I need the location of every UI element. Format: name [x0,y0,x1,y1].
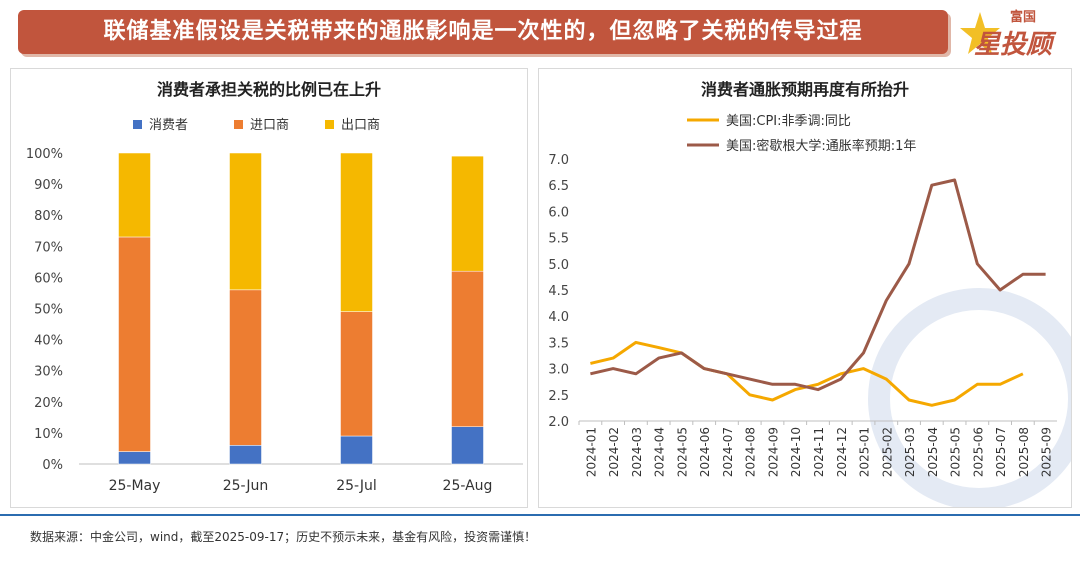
y-tick-label: 3.0 [548,363,569,378]
logo-top-text: 富国 [1010,10,1037,25]
bar-segment [229,289,262,446]
title-banner: 联储基准假设是关税带来的通胀影响是一次性的，但忽略了关税的传导过程 [18,10,948,54]
bar-segment [451,426,484,465]
y-tick-label: 4.0 [548,310,569,325]
line-chart: 消费者通胀预期再度有所抬升美国:CPI:非季调:同比美国:密歇根大学:通胀率预期… [548,80,1080,510]
logo-main-text: 星投顾 [974,30,1053,60]
x-tick-label: 2025-04 [926,427,940,477]
y-tick-label: 20% [34,396,63,411]
x-tick-label: 25-May [109,478,161,494]
y-tick-label: 6.0 [548,205,569,220]
y-tick-label: 3.5 [548,336,569,351]
y-tick-label: 5.5 [548,232,569,247]
legend-swatch [325,120,334,129]
line-chart-title: 消费者通胀预期再度有所抬升 [701,80,909,99]
bar-segment [118,152,151,238]
x-tick-label: 2025-03 [903,427,917,477]
y-tick-label: 60% [34,271,63,286]
bar-segment [340,152,373,312]
bar-segment [340,311,373,437]
y-tick-label: 5.0 [548,258,569,273]
x-tick-label: 2024-12 [835,427,849,477]
y-tick-label: 0% [42,458,63,473]
x-tick-label: 2024-07 [721,427,735,477]
legend-label: 消费者 [149,118,188,133]
bar-segment [229,445,262,465]
bar-chart-title: 消费者承担关税的比例已在上升 [157,80,381,99]
page-title: 联储基准假设是关税带来的通胀影响是一次性的，但忽略了关税的传导过程 [103,19,863,44]
bar-segment [118,236,151,452]
legend-swatch [133,120,142,129]
y-tick-label: 10% [34,427,63,442]
x-tick-label: 2025-02 [880,427,894,477]
y-tick-label: 4.5 [548,284,569,299]
x-tick-label: 2025-09 [1040,427,1054,477]
x-tick-label: 2024-09 [766,427,780,477]
y-tick-label: 2.5 [548,389,569,404]
x-tick-label: 2025-08 [1017,427,1031,477]
brand-logo: 富国 星投顾 [960,6,1070,60]
legend-label: 进口商 [250,118,289,133]
bar-segment [118,451,151,465]
x-tick-label: 2024-05 [675,427,689,477]
x-tick-label: 2024-11 [812,427,826,477]
panel-inflation-expectation: 消费者通胀预期再度有所抬升美国:CPI:非季调:同比美国:密歇根大学:通胀率预期… [538,68,1080,510]
legend-swatch [234,120,243,129]
x-tick-label: 25-Jun [223,478,269,494]
x-tick-label: 2024-10 [789,427,803,477]
y-tick-label: 50% [34,303,63,318]
y-tick-label: 100% [26,147,63,162]
legend-label: 美国:密歇根大学:通胀率预期:1年 [726,138,916,154]
y-tick-label: 7.0 [548,153,569,168]
legend-label: 美国:CPI:非季调:同比 [726,114,851,129]
x-tick-label: 2024-08 [744,427,758,477]
x-tick-label: 2025-05 [949,427,963,477]
x-tick-label: 2025-07 [994,427,1008,477]
panel-consumer-share: 消费者承担关税的比例已在上升消费者 进口商 出口商 0% 10% 20% 30% 40% 50%… [10,68,528,508]
footer-divider [0,514,1080,516]
x-tick-label: 25-Aug [443,478,493,494]
bar-segment [451,155,484,272]
star-icon [960,12,1000,54]
series-line [590,340,1024,407]
x-tick-label: 25-Jul [336,478,377,494]
y-tick-label: 90% [34,178,63,193]
x-tick-label: 2024-02 [607,427,621,477]
bar-segment [451,270,484,427]
y-tick-label: 70% [34,240,63,255]
x-tick-label: 2024-03 [630,427,644,477]
y-tick-label: 2.0 [548,415,569,430]
x-tick-label: 2025-01 [858,427,872,477]
bar-segment [340,435,373,465]
y-tick-label: 30% [34,365,63,380]
footer-source: 数据来源：中金公司，wind，截至2025-09-17；历史不预示未来，基金有风… [30,530,537,544]
x-tick-label: 2024-04 [653,427,667,477]
y-tick-label: 80% [34,209,63,224]
x-tick-label: 2024-01 [584,427,598,477]
bar-segment [229,152,262,291]
legend-label: 出口商 [341,118,380,133]
x-tick-label: 2025-06 [971,427,985,477]
y-tick-label: 6.5 [548,179,569,194]
x-tick-label: 2024-06 [698,427,712,477]
series-line [590,178,1046,392]
y-tick-label: 40% [34,334,63,349]
